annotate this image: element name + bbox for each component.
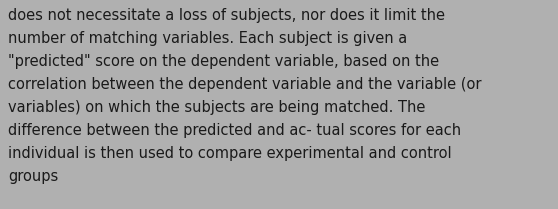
Text: difference between the predicted and ac- tual scores for each: difference between the predicted and ac-…: [8, 123, 461, 138]
Text: variables) on which the subjects are being matched. The: variables) on which the subjects are bei…: [8, 100, 425, 115]
Text: does not necessitate a loss of subjects, nor does it limit the: does not necessitate a loss of subjects,…: [8, 8, 445, 23]
Text: number of matching variables. Each subject is given a: number of matching variables. Each subje…: [8, 31, 407, 46]
Text: groups: groups: [8, 169, 58, 184]
Text: correlation between the dependent variable and the variable (or: correlation between the dependent variab…: [8, 77, 482, 92]
Text: individual is then used to compare experimental and control: individual is then used to compare exper…: [8, 146, 451, 161]
Text: "predicted" score on the dependent variable, based on the: "predicted" score on the dependent varia…: [8, 54, 439, 69]
